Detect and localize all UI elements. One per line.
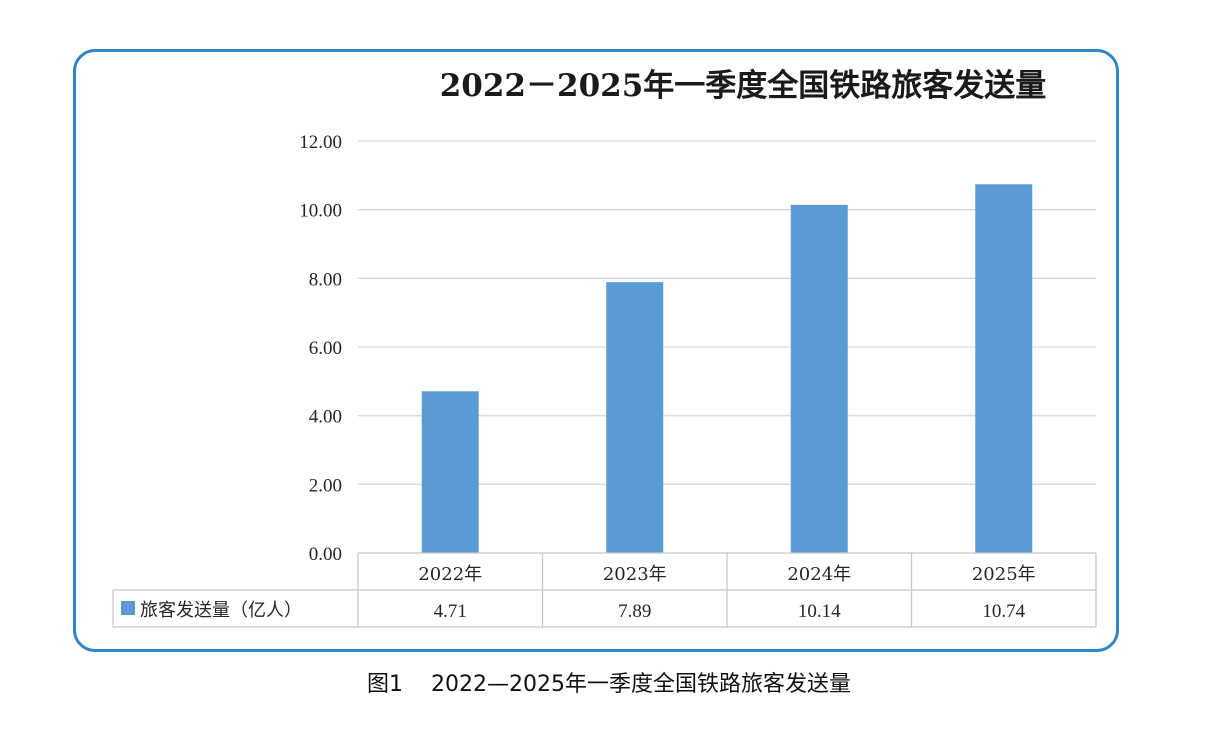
x-tick-label: 2022年 [418, 564, 482, 585]
x-tick-label: 2024年 [787, 564, 851, 585]
chart-frame [73, 49, 1119, 652]
bar [606, 282, 664, 553]
data-table: 2022年 4.71 2023年 7.89 2024年 10.14 2025年 10.74 旅客… [112, 552, 1097, 628]
data-label: 4.71 [434, 601, 467, 622]
y-axis-tick-labels: 0.00 2.00 4.00 6.00 8.00 10.00 12.00 [299, 132, 342, 565]
y-tick-label: 6.00 [309, 338, 342, 359]
bars [421, 184, 1033, 554]
x-tick-label: 2025年 [972, 564, 1036, 585]
legend-label: 旅客发送量（亿人） [140, 600, 302, 621]
legend-swatch [121, 601, 135, 615]
data-label: 10.14 [798, 601, 841, 622]
data-label: 10.74 [982, 601, 1025, 622]
figure-caption: 图1 2022—2025年一季度全国铁路旅客发送量 [367, 672, 851, 697]
y-tick-label: 4.00 [309, 407, 342, 428]
chart-title: 2022－2025年一季度全国铁路旅客发送量 [440, 68, 1047, 104]
y-tick-label: 12.00 [299, 132, 342, 153]
data-label: 7.89 [618, 601, 651, 622]
y-tick-label: 0.00 [309, 544, 342, 565]
bar [421, 391, 479, 553]
y-tick-label: 10.00 [299, 201, 342, 222]
y-tick-label: 8.00 [309, 269, 342, 290]
y-tick-label: 2.00 [309, 475, 342, 496]
x-tick-label: 2023年 [603, 564, 667, 585]
bar [975, 184, 1033, 553]
gridlines [358, 140, 1096, 485]
bar [790, 204, 848, 554]
